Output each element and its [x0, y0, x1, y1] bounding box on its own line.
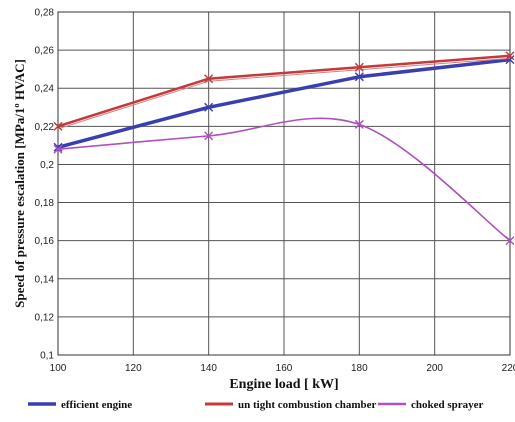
- plot-frame: [57, 11, 511, 356]
- series-line: [57, 117, 511, 242]
- series-line-shadow: [57, 57, 511, 130]
- series-1: [53, 51, 515, 131]
- tick-labels: 100 120 140 160 180 200 220 0,1 0,12 0,14 0,16 0,18…: [35, 8, 515, 375]
- data-point: [204, 74, 214, 84]
- y-tick-label: 0,2: [40, 160, 54, 171]
- x-tick-label: 180: [351, 363, 368, 374]
- legend-label: choked sprayer: [411, 399, 484, 411]
- legend-label: un tight combustion chamber: [238, 399, 377, 411]
- data-point: [204, 131, 214, 141]
- y-tick-label: 0,14: [35, 274, 55, 285]
- x-tick-label: 140: [200, 363, 217, 374]
- y-tick-label: 0,22: [35, 122, 55, 133]
- legend-item: efficient engine: [28, 399, 132, 411]
- legend-item: choked sprayer: [378, 399, 484, 411]
- data-point: [53, 142, 63, 152]
- data-point: [53, 121, 63, 131]
- series-2: [53, 117, 515, 246]
- x-tick-label: 220: [502, 363, 515, 374]
- data-point: [53, 144, 63, 154]
- y-tick-label: 0,28: [35, 8, 55, 19]
- data-point: [505, 236, 515, 246]
- y-tick-label: 0,1: [40, 351, 54, 362]
- y-tick-label: 0,24: [35, 84, 55, 95]
- x-tick-label: 120: [125, 363, 142, 374]
- x-axis-title: Engine load [ kW]: [229, 377, 338, 392]
- y-tick-label: 0,12: [35, 312, 55, 323]
- y-tick-label: 0,16: [35, 236, 55, 247]
- y-tick-label: 0,18: [35, 198, 55, 209]
- legend-label: efficient engine: [61, 399, 132, 411]
- data-point: [204, 102, 214, 112]
- data-point: [354, 72, 364, 82]
- y-axis-title: Speed of pressure escalation [MPa/1º HVA…: [12, 59, 27, 308]
- series-line: [57, 54, 511, 128]
- legend-item: un tight combustion chamber: [205, 399, 377, 411]
- data-point: [354, 119, 364, 129]
- series: [53, 51, 515, 246]
- x-tick-label: 200: [426, 363, 443, 374]
- series-0: [53, 55, 515, 152]
- y-tick-label: 0,26: [35, 46, 55, 57]
- x-tick-label: 100: [50, 363, 67, 374]
- legend: efficient engine un tight combustion cham…: [28, 399, 484, 411]
- data-point: [505, 51, 515, 61]
- x-tick-label: 160: [276, 363, 293, 374]
- series-line: [57, 57, 511, 149]
- data-point: [354, 62, 364, 72]
